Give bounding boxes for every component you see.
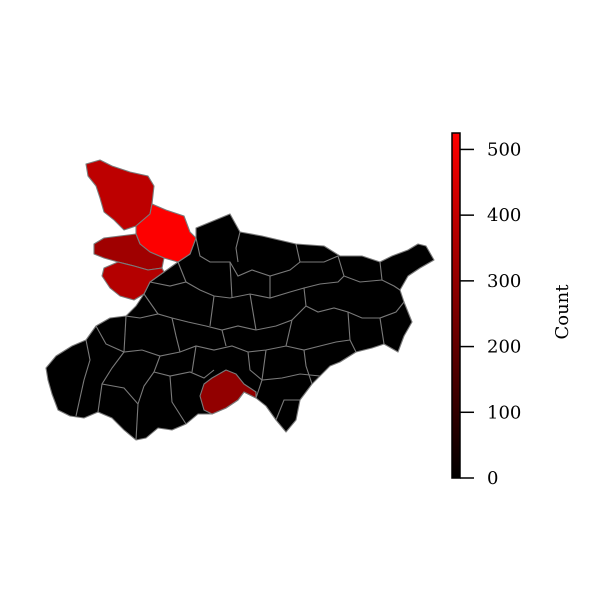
district-border [303, 349, 313, 385]
colorbar-tick-label: 0 [487, 468, 498, 489]
district-border [285, 319, 293, 347]
district-border [235, 231, 241, 263]
district-border [97, 351, 125, 413]
colorbar: 0 100 200 300 400 500 Count [451, 132, 573, 489]
district-border [101, 383, 139, 405]
colorbar-tick-label: 200 [487, 337, 521, 358]
colorbar-tick-label: 400 [487, 205, 521, 226]
district-borders [75, 231, 405, 441]
district-border [261, 349, 267, 381]
colorbar-label: Count [552, 284, 573, 340]
district-border [191, 345, 197, 373]
district-border [195, 237, 339, 277]
district-border [221, 329, 227, 347]
colorbar-tick-label: 100 [487, 402, 521, 423]
district-border [337, 255, 401, 291]
district-border [177, 261, 187, 283]
district-south-central [199, 369, 257, 415]
colorbar-gradient [451, 132, 461, 479]
district-border [209, 295, 215, 327]
district-champaran-east [135, 203, 197, 263]
district-border [229, 261, 233, 299]
district-border [295, 243, 301, 263]
district-border [275, 399, 300, 421]
district-border [123, 315, 127, 353]
colorbar-tick-label: 300 [487, 271, 521, 292]
district-border [169, 375, 187, 425]
district-border [143, 293, 159, 315]
district-border [75, 339, 91, 417]
district-border [95, 325, 351, 357]
district-border [249, 293, 257, 331]
district-border [171, 317, 181, 353]
district-gopalganj [93, 233, 165, 271]
district-border [135, 355, 161, 441]
district-border [125, 305, 307, 331]
district-siwan [101, 261, 165, 301]
colorbar-tick-label: 500 [487, 139, 521, 160]
district-border [379, 317, 385, 345]
district-border [153, 369, 215, 379]
district-border [247, 351, 321, 381]
colorbar-ticks: 0 100 200 300 400 500 [460, 139, 521, 489]
district-border [255, 379, 263, 399]
district-border [379, 261, 383, 281]
state-map [45, 159, 435, 441]
